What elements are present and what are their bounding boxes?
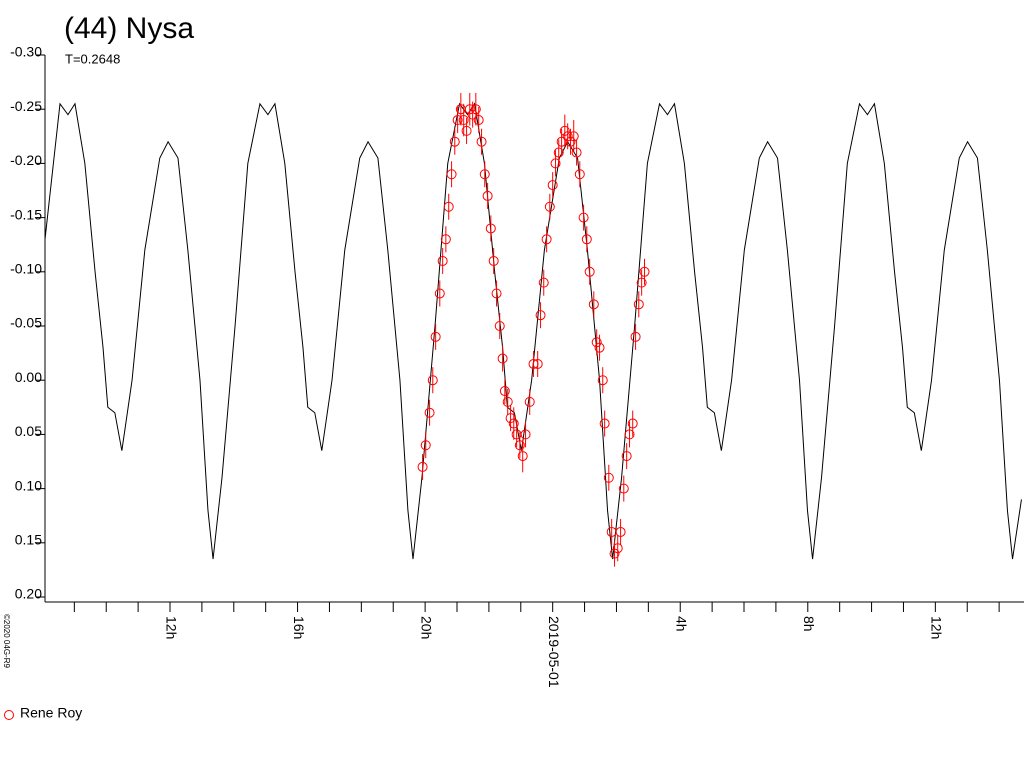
observation-point bbox=[485, 223, 496, 234]
observation-point bbox=[520, 429, 531, 440]
observation-point bbox=[505, 413, 516, 424]
observation-point bbox=[588, 299, 599, 310]
y-tick-label: -0.05 bbox=[10, 315, 42, 331]
chart-title: (44) Nysa bbox=[64, 12, 194, 45]
observation-point bbox=[467, 109, 478, 120]
observation-point bbox=[591, 337, 602, 348]
observation-point bbox=[609, 548, 620, 559]
observation-point bbox=[427, 375, 438, 386]
observation-point bbox=[594, 342, 605, 353]
observation-point bbox=[562, 131, 573, 142]
y-tick-label: -0.20 bbox=[10, 152, 42, 168]
observation-point bbox=[532, 358, 543, 369]
y-tick-label: 0.15 bbox=[15, 532, 42, 548]
observation-point bbox=[621, 451, 632, 462]
legend-label: Rene Roy bbox=[20, 705, 82, 721]
observation-point bbox=[535, 310, 546, 321]
observation-point bbox=[636, 277, 647, 288]
observation-point bbox=[603, 472, 614, 483]
observation-point bbox=[482, 190, 493, 201]
observation-point bbox=[612, 543, 623, 554]
observation-point bbox=[430, 331, 441, 342]
observation-point bbox=[547, 180, 558, 191]
observation-point bbox=[437, 255, 448, 266]
y-tick-label: -0.10 bbox=[10, 261, 42, 277]
observation-point bbox=[464, 104, 475, 115]
observation-point bbox=[618, 483, 629, 494]
observation-point bbox=[420, 440, 431, 451]
y-tick-label: 0.10 bbox=[15, 477, 42, 493]
observation-point bbox=[461, 125, 472, 136]
observation-point bbox=[584, 266, 595, 277]
observation-point bbox=[452, 115, 463, 126]
observation-point bbox=[574, 169, 585, 180]
observation-point bbox=[615, 526, 626, 537]
observation-point bbox=[578, 212, 589, 223]
observation-point bbox=[458, 115, 469, 126]
x-tick-label: 4h bbox=[674, 616, 690, 632]
observation-point bbox=[440, 234, 451, 245]
observation-point bbox=[597, 375, 608, 386]
y-tick-label: -0.25 bbox=[10, 98, 42, 114]
observation-point bbox=[528, 358, 539, 369]
observation-point bbox=[550, 158, 561, 169]
observation-point bbox=[446, 169, 457, 180]
x-tick-label: 8h bbox=[801, 616, 817, 632]
observation-point bbox=[514, 440, 525, 451]
observation-point bbox=[581, 234, 592, 245]
observation-point bbox=[553, 147, 564, 158]
observation-point bbox=[633, 299, 644, 310]
observation-point bbox=[524, 396, 535, 407]
observation-point bbox=[517, 451, 528, 462]
y-tick-label: -0.30 bbox=[10, 44, 42, 60]
model-curve bbox=[44, 102, 1022, 560]
observation-point bbox=[494, 321, 505, 331]
credit: ©2020 04G-R9 bbox=[2, 614, 11, 668]
observation-point bbox=[571, 147, 582, 158]
observation-point bbox=[417, 461, 428, 472]
observation-point bbox=[627, 418, 638, 429]
observation-point bbox=[470, 104, 481, 115]
x-tick-label: 20h bbox=[418, 616, 434, 639]
x-tick-label: 2019-05-01 bbox=[546, 616, 562, 688]
y-tick-label: 0.00 bbox=[15, 369, 42, 385]
observation-point bbox=[488, 255, 499, 266]
observation-point bbox=[541, 234, 552, 245]
observation-point bbox=[568, 131, 579, 142]
y-tick-label: 0.05 bbox=[15, 423, 42, 439]
observation-point bbox=[473, 115, 484, 126]
observation-point bbox=[544, 201, 555, 212]
observation-point bbox=[624, 429, 635, 440]
observation-point bbox=[434, 288, 445, 299]
x-tick-label: 16h bbox=[291, 616, 307, 639]
observation-point bbox=[502, 396, 513, 407]
observation-point bbox=[630, 331, 641, 342]
observation-point bbox=[491, 288, 502, 299]
observation-point bbox=[443, 201, 454, 212]
observation-point bbox=[559, 125, 570, 136]
observation-point bbox=[479, 169, 490, 180]
observation-point bbox=[508, 418, 519, 429]
y-tick-label: 0.20 bbox=[15, 586, 42, 602]
observation-point bbox=[599, 418, 610, 429]
observation-point bbox=[497, 353, 508, 364]
observation-point bbox=[639, 266, 650, 277]
observation-point bbox=[538, 277, 549, 288]
observation-point bbox=[449, 136, 460, 147]
observation-point bbox=[476, 136, 487, 147]
x-tick-label: 12h bbox=[163, 616, 179, 639]
y-tick-label: -0.15 bbox=[10, 206, 42, 222]
chart-subtitle: T=0.2648 bbox=[65, 51, 120, 66]
observation-point bbox=[499, 386, 510, 397]
x-tick-label: 12h bbox=[929, 616, 945, 639]
observation-point bbox=[565, 136, 576, 147]
legend-marker bbox=[4, 710, 14, 720]
observation-point bbox=[424, 407, 435, 418]
